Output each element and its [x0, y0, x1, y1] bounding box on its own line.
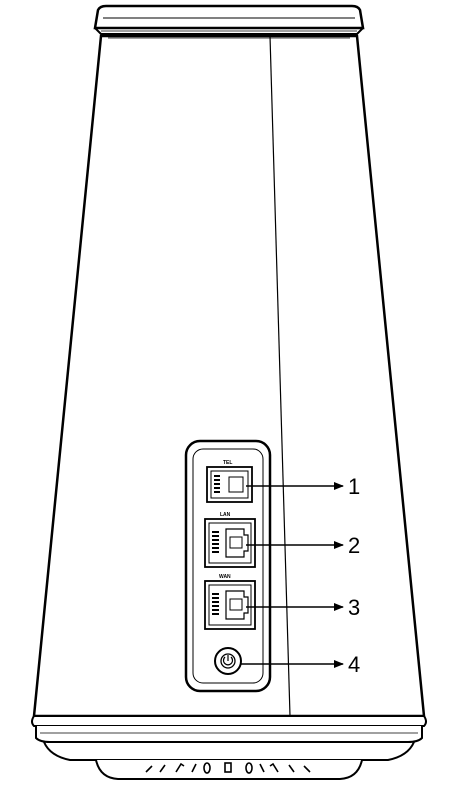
lan-port-contacts [212, 531, 219, 553]
tel-port-label: TEL [223, 460, 232, 466]
lan-port-label: LAN [220, 512, 231, 518]
router-base [31, 715, 427, 780]
tel-port[interactable]: TEL [206, 460, 253, 503]
callout-arrows [241, 482, 344, 668]
callout-number-3: 3 [348, 595, 360, 620]
lan-port[interactable]: LAN [204, 512, 256, 568]
wan-port-contacts [212, 593, 219, 615]
callout-number-1: 1 [348, 474, 360, 499]
callout-number-4: 4 [348, 652, 360, 677]
callout-number-2: 2 [348, 533, 360, 558]
vent-slots [145, 762, 311, 774]
wan-port[interactable]: WAN [204, 574, 256, 630]
wan-port-label: WAN [219, 574, 231, 580]
power-icon [222, 655, 234, 666]
power-button[interactable] [214, 647, 242, 675]
router-top-cap [93, 4, 365, 35]
tel-port-contacts [214, 475, 220, 493]
callout-numbers: 1 2 3 4 [348, 474, 360, 677]
